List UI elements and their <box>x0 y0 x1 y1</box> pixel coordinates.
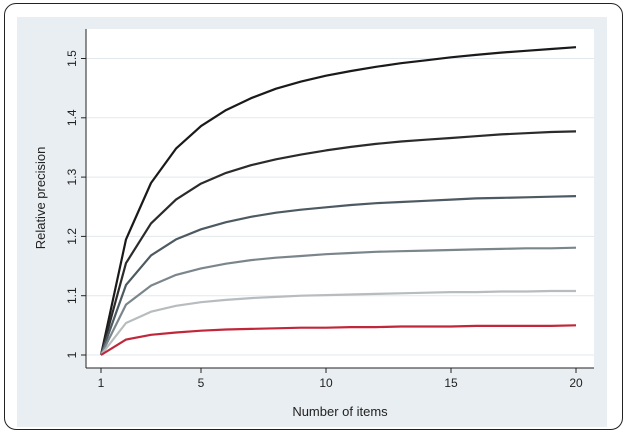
x-tick-label-1: 5 <box>198 376 205 390</box>
x-tick-label-0: 1 <box>98 376 105 390</box>
series-line-1 <box>99 130 577 356</box>
series-line-0 <box>99 46 577 356</box>
series-line-3 <box>100 246 577 356</box>
x-ticks: 1 5 10 15 20 <box>98 368 583 390</box>
y-axis-title: Relative precision <box>33 147 48 250</box>
series-line-5 <box>100 324 577 356</box>
x-tick-label-4: 20 <box>569 376 583 390</box>
y-tick-label-3: 1.3 <box>65 168 79 185</box>
y-tick-label-1: 1.1 <box>65 287 79 304</box>
series-line-2 <box>99 195 577 356</box>
y-tick-label-5: 1.5 <box>65 50 79 67</box>
y-ticks: 1 1.1 1.2 1.3 1.4 1.5 <box>65 50 86 358</box>
y-tick-label-2: 1.2 <box>65 228 79 245</box>
y-tick-label-4: 1.4 <box>65 109 79 126</box>
y-tick-label-0: 1 <box>65 351 79 358</box>
series-line-4 <box>100 289 576 356</box>
x-tick-label-2: 10 <box>319 376 333 390</box>
series-lines <box>99 46 577 356</box>
x-tick-label-3: 15 <box>444 376 458 390</box>
x-axis-title: Number of items <box>292 404 388 419</box>
